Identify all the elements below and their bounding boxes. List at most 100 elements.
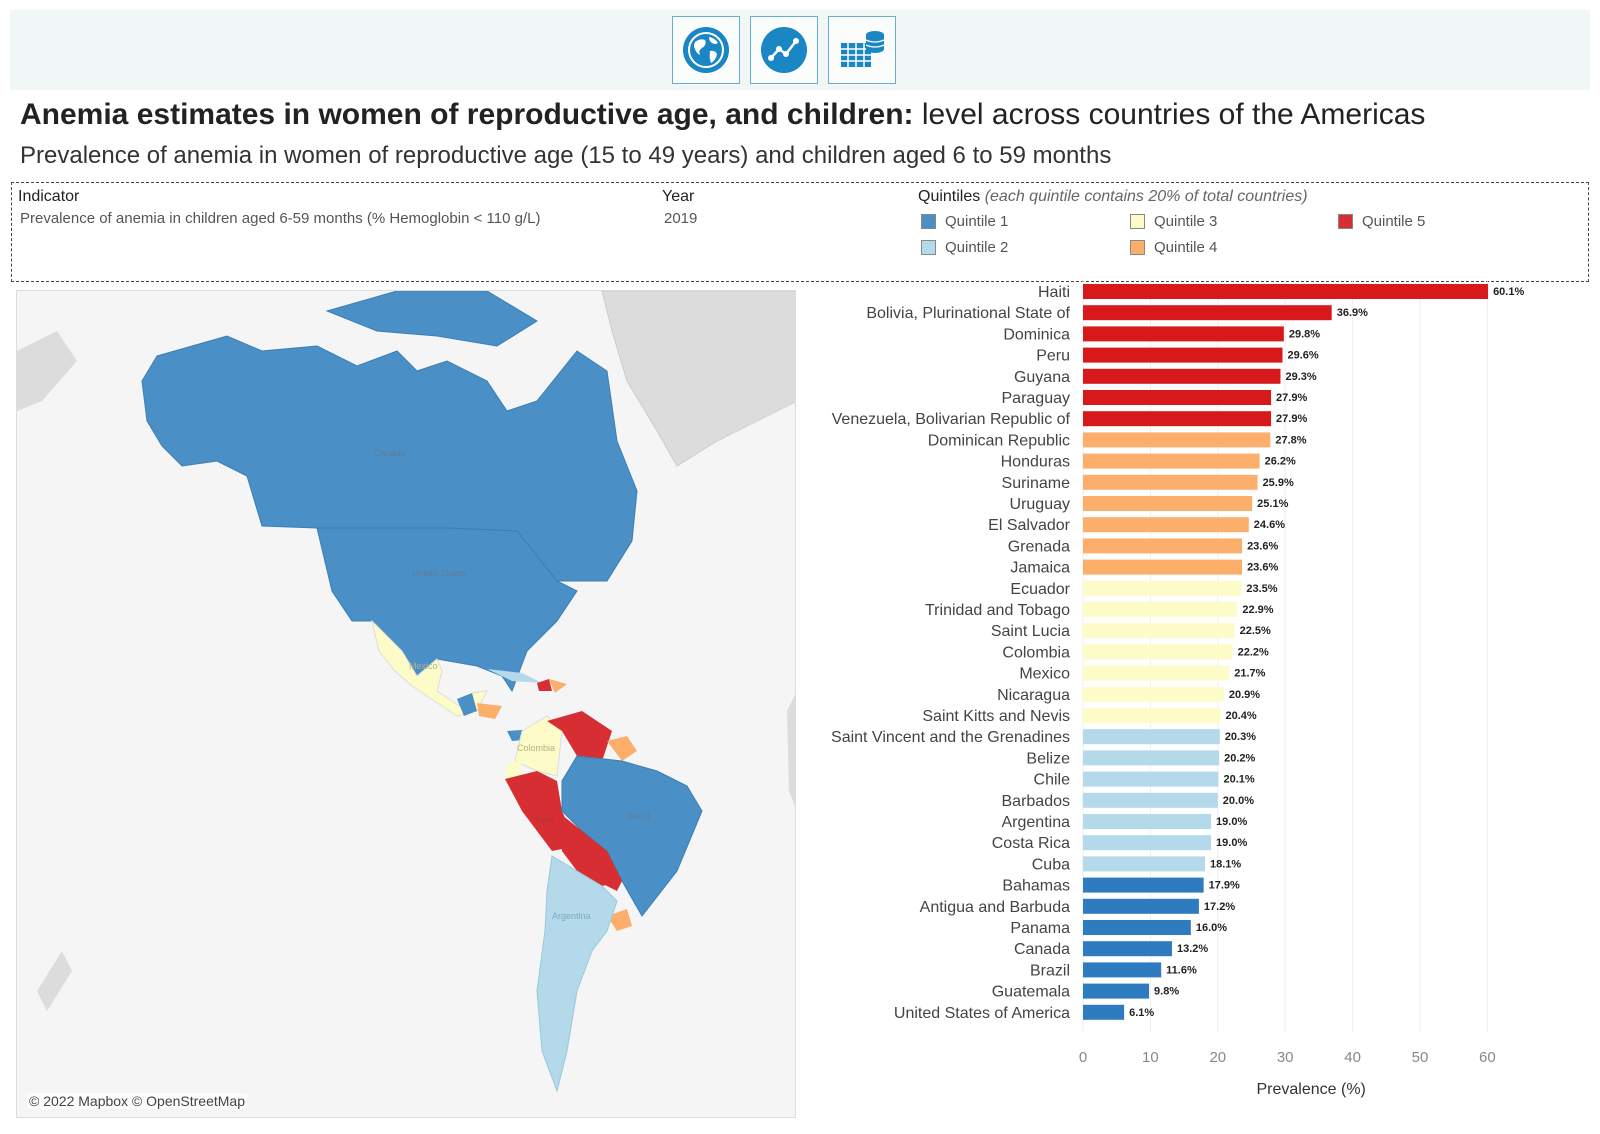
bar[interactable] (1083, 517, 1249, 533)
country-uruguay (607, 909, 632, 931)
toolbar (10, 10, 1590, 90)
bar[interactable] (1083, 390, 1272, 405)
x-tick-label: 0 (1079, 1049, 1087, 1066)
bar[interactable] (1083, 411, 1272, 427)
data-label: 20.4% (1225, 710, 1256, 722)
year-value[interactable]: 2019 (664, 210, 698, 227)
category-label: Dominican Republic (928, 432, 1070, 449)
legend-quintile-5[interactable]: Quintile 5 (1338, 213, 1425, 230)
bar[interactable] (1083, 941, 1172, 957)
category-label: Panama (1010, 920, 1070, 937)
category-label: Guatemala (992, 984, 1070, 1001)
indicator-value[interactable]: Prevalence of anemia in children aged 6-… (20, 210, 541, 227)
bar[interactable] (1083, 559, 1243, 575)
legend-quintile-2[interactable]: Quintile 2 (921, 239, 1008, 256)
bar[interactable] (1083, 750, 1220, 766)
data-label: 24.6% (1254, 519, 1285, 531)
bar[interactable] (1083, 538, 1243, 554)
bar[interactable] (1083, 602, 1238, 617)
country-guatemala (457, 693, 477, 716)
legend-quintile-1[interactable]: Quintile 1 (921, 213, 1008, 230)
table-database-icon (841, 31, 885, 67)
legend-swatch (921, 214, 936, 229)
quintiles-legend-title: Quintiles (each quintile contains 20% of… (918, 188, 1308, 205)
data-label: 27.8% (1275, 434, 1306, 446)
bar[interactable] (1083, 665, 1230, 681)
bar[interactable] (1083, 708, 1221, 723)
trend-view-button[interactable] (750, 16, 818, 84)
bar[interactable] (1083, 898, 1199, 914)
map-credit[interactable]: © 2022 Mapbox © OpenStreetMap (27, 1093, 247, 1109)
choropleth-map[interactable]: Canada United States Mexico Colombia Bra… (16, 290, 796, 1118)
bar[interactable] (1083, 474, 1258, 490)
legend-quintile-4[interactable]: Quintile 4 (1130, 239, 1217, 256)
data-label: 21.7% (1234, 668, 1265, 680)
bar[interactable] (1083, 983, 1150, 999)
bar[interactable] (1083, 432, 1271, 448)
data-label: 9.8% (1154, 986, 1179, 998)
map-view-button[interactable] (672, 16, 740, 84)
bar[interactable] (1083, 877, 1204, 893)
table-view-button[interactable] (828, 16, 896, 84)
category-label: Trinidad and Tobago (925, 602, 1070, 619)
data-label: 17.9% (1209, 880, 1240, 892)
globe-icon (683, 27, 729, 73)
data-label: 60.1% (1493, 286, 1524, 298)
legend-quintile-3[interactable]: Quintile 3 (1130, 213, 1217, 230)
bar[interactable] (1083, 835, 1212, 851)
bar[interactable] (1083, 580, 1242, 596)
bar[interactable] (1083, 1004, 1125, 1020)
bar[interactable] (1083, 284, 1489, 299)
bar[interactable] (1083, 729, 1220, 745)
x-tick-label: 10 (1142, 1049, 1159, 1066)
bar[interactable] (1083, 814, 1212, 829)
category-label: Uruguay (1010, 496, 1070, 513)
bar[interactable] (1083, 856, 1205, 872)
bar[interactable] (1083, 453, 1260, 469)
data-label: 25.9% (1263, 477, 1294, 489)
bar[interactable] (1083, 326, 1284, 342)
bar[interactable] (1083, 644, 1233, 660)
category-label: Haiti (1038, 284, 1070, 301)
category-label: Paraguay (1002, 390, 1071, 407)
bar[interactable] (1083, 686, 1224, 702)
data-label: 23.6% (1247, 540, 1278, 552)
bar[interactable] (1083, 771, 1219, 787)
data-label: 20.1% (1223, 774, 1254, 786)
category-label: United States of America (894, 1005, 1070, 1022)
data-label: 29.3% (1285, 371, 1316, 383)
data-label: 18.1% (1210, 858, 1241, 870)
bar[interactable] (1083, 920, 1191, 935)
bar[interactable] (1083, 368, 1281, 384)
country-honduras (477, 703, 502, 719)
bar[interactable] (1083, 347, 1283, 363)
data-label: 27.9% (1276, 413, 1307, 425)
data-label: 16.0% (1196, 922, 1227, 934)
map-label-peru: Peru (535, 815, 554, 825)
x-tick-label: 30 (1277, 1049, 1294, 1066)
data-label: 36.9% (1337, 307, 1368, 319)
line-chart-icon (761, 27, 807, 73)
map-label-united-states: United States (412, 568, 467, 578)
bar-chart: Haiti 60.1% Bolivia, Plurinational State o… (810, 280, 1590, 1115)
data-label: 29.8% (1289, 328, 1320, 340)
category-label: Honduras (1001, 454, 1070, 471)
country-canada (141, 335, 638, 582)
country-paraguay (597, 861, 622, 891)
bar[interactable] (1083, 623, 1235, 639)
data-label: 17.2% (1204, 901, 1235, 913)
data-label: 20.0% (1223, 795, 1254, 807)
bar[interactable] (1083, 305, 1332, 321)
category-label: Guyana (1014, 369, 1070, 386)
category-label: Saint Kitts and Nevis (922, 708, 1070, 725)
legend-swatch (1130, 214, 1145, 229)
bar[interactable] (1083, 496, 1253, 511)
category-label: Suriname (1002, 475, 1071, 492)
legend-swatch (1338, 214, 1353, 229)
map-label-mexico: Mexico (409, 661, 438, 671)
bar[interactable] (1083, 962, 1162, 978)
data-label: 23.6% (1247, 562, 1278, 574)
country-guyana-suriname (607, 736, 637, 761)
europe-edge-shape (787, 695, 795, 806)
bar[interactable] (1083, 792, 1218, 808)
